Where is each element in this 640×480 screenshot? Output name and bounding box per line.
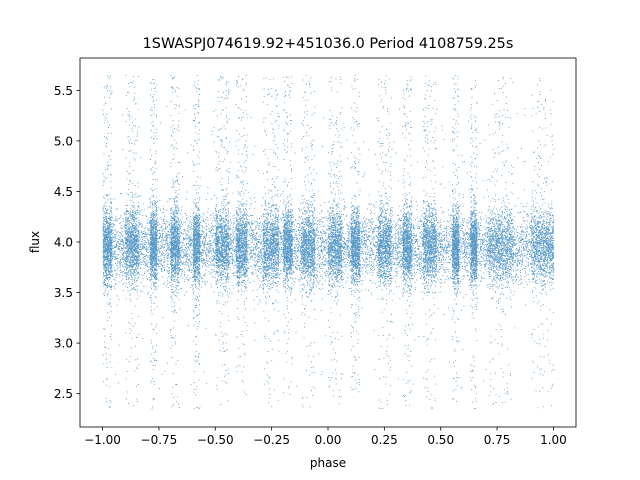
x-tick-label: −0.75 bbox=[141, 433, 178, 447]
x-tick-label: −0.50 bbox=[197, 433, 234, 447]
y-tick-label: 3.0 bbox=[54, 337, 73, 351]
y-tick-label: 3.5 bbox=[54, 286, 73, 300]
x-tick-label: 0.00 bbox=[315, 433, 342, 447]
y-tick-label: 4.5 bbox=[54, 185, 73, 199]
x-tick-label: −0.25 bbox=[253, 433, 290, 447]
scatter-points bbox=[102, 74, 555, 410]
chart-title: 1SWASPJ074619.92+451036.0 Period 4108759… bbox=[143, 36, 514, 52]
y-tick-label: 5.5 bbox=[54, 84, 73, 98]
y-axis-label: flux bbox=[28, 231, 42, 253]
x-axis-label: phase bbox=[310, 456, 346, 470]
y-axis: 2.5 3.0 3.5 4.0 4.5 5.0 5.5 bbox=[54, 84, 80, 401]
y-tick-label: 5.0 bbox=[54, 134, 73, 148]
data-points bbox=[102, 74, 555, 410]
y-tick-label: 2.5 bbox=[54, 387, 73, 401]
x-tick-label: 0.25 bbox=[371, 433, 398, 447]
x-tick-label: 0.75 bbox=[484, 433, 511, 447]
y-tick-label: 4.0 bbox=[54, 235, 73, 249]
x-axis: −1.00 −0.75 −0.50 −0.25 0.00 0.25 0.50 0.75 1.00 bbox=[84, 427, 567, 447]
x-tick-label: −1.00 bbox=[84, 433, 121, 447]
x-tick-label: 1.00 bbox=[540, 433, 567, 447]
x-tick-label: 0.50 bbox=[427, 433, 454, 447]
